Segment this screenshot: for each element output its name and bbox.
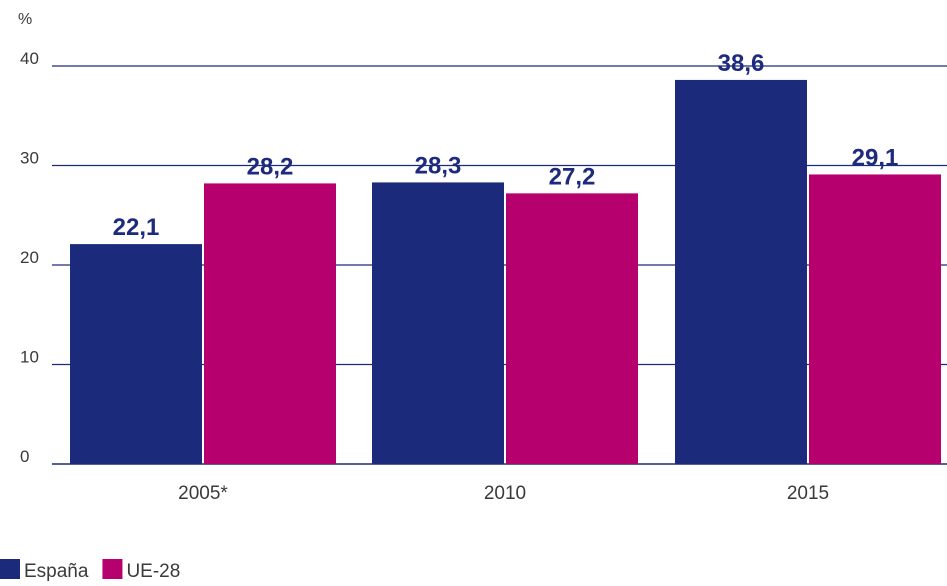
data-labels: 22,1 28,2 28,3 27,2 38,6 29,1 — [113, 50, 899, 241]
bar-España-2015 — [675, 79, 807, 465]
legend-label: España — [24, 561, 89, 582]
data-label: 38,6 — [718, 50, 765, 77]
y-tick-label: 10 — [20, 348, 39, 367]
y-unit-label: % — [18, 11, 32, 28]
y-tick-labels: 0 10 20 30 40 — [20, 49, 39, 466]
legend-label: UE-28 — [126, 561, 180, 582]
legend: España UE-28 — [0, 559, 180, 582]
y-tick-label: 30 — [20, 149, 39, 168]
x-tick-label: 2005* — [178, 483, 228, 504]
bar-España-2005* — [70, 244, 202, 464]
data-label: 27,2 — [549, 163, 596, 190]
x-tick-label: 2010 — [484, 483, 526, 504]
bar-UE-28-2010 — [506, 193, 638, 465]
legend-swatch-España — [0, 559, 20, 579]
y-tick-label: 0 — [20, 447, 29, 466]
data-label: 22,1 — [113, 214, 160, 241]
y-tick-label: 20 — [20, 248, 39, 267]
data-label: 28,2 — [247, 153, 294, 180]
bars — [70, 79, 941, 465]
bar-UE-28-2015 — [809, 174, 941, 464]
y-tick-label: 40 — [20, 49, 39, 68]
x-tick-labels: 2005* 2010 2015 — [178, 483, 829, 504]
bar-España-2010 — [372, 182, 504, 465]
bar-UE-28-2005* — [204, 183, 336, 464]
x-tick-label: 2015 — [787, 483, 829, 504]
data-label: 28,3 — [415, 152, 462, 179]
data-label: 29,1 — [852, 144, 899, 171]
legend-swatch-UE-28 — [102, 559, 123, 579]
